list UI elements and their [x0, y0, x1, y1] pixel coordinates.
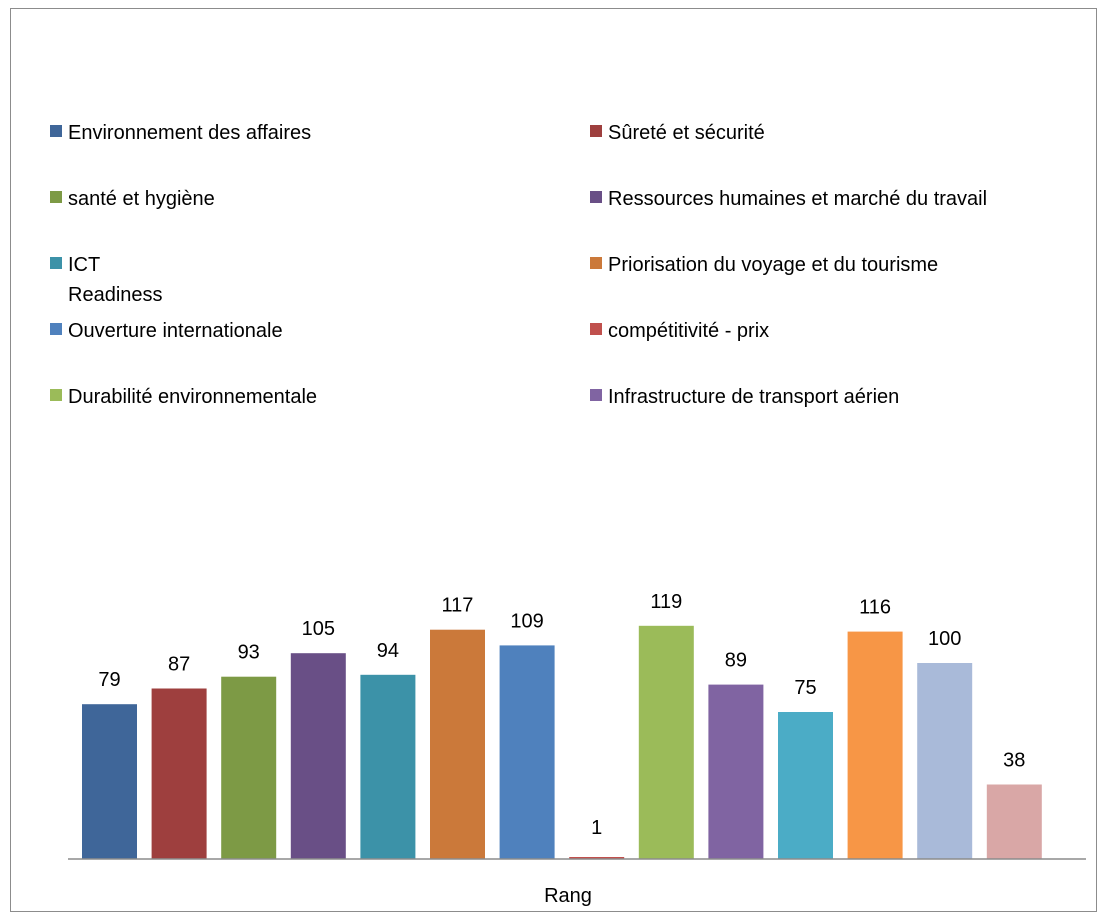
chart-frame: Environnement des affaires Sûreté et sécu…: [10, 8, 1097, 912]
legend-swatch: [50, 191, 62, 203]
legend: Environnement des affaires Sûreté et sécu…: [50, 122, 987, 408]
legend-swatch: [590, 389, 602, 401]
data-label: 119: [650, 591, 682, 613]
bar: [499, 645, 555, 859]
bars: [82, 625, 1042, 859]
bar: [847, 631, 903, 859]
legend-label: Environnement des affaires: [68, 122, 311, 144]
data-label: 117: [442, 595, 474, 617]
legend-label: Ressources humaines et marché du travail: [608, 188, 987, 210]
data-label: 94: [377, 640, 399, 662]
bar: [82, 704, 137, 859]
legend-swatch: [50, 257, 62, 269]
legend-label: Infrastructure de transport aérien: [608, 386, 899, 408]
bar-chart: Environnement des affaires Sûreté et sécu…: [50, 122, 1086, 907]
legend-swatch: [590, 125, 602, 137]
legend-swatch: [590, 191, 602, 203]
data-label: 79: [98, 669, 120, 691]
data-label: 105: [302, 618, 335, 640]
data-label: 1: [591, 817, 602, 839]
bar: [360, 674, 416, 859]
data-label: 75: [794, 677, 816, 699]
data-label: 109: [510, 610, 543, 632]
data-label: 116: [859, 597, 891, 619]
legend-label: ICT: [68, 254, 100, 276]
value-labels: 79 87 93 105 94 117 109 1 119 89 75 116 100 38: [98, 591, 1025, 839]
legend-label: santé et hygiène: [68, 188, 215, 210]
data-label: 87: [168, 654, 190, 676]
bar: [638, 625, 694, 859]
legend-label: Durabilité environnementale: [68, 386, 317, 408]
legend-label: Sûreté et sécurité: [608, 122, 765, 144]
data-label: 100: [928, 628, 961, 650]
legend-label: compétitivité - prix: [608, 320, 769, 342]
legend-label: Priorisation du voyage et du tourisme: [608, 254, 938, 276]
x-axis-title: Rang: [544, 885, 592, 907]
legend-swatch: [590, 257, 602, 269]
bar: [151, 688, 207, 859]
bar: [290, 653, 346, 859]
bar: [221, 676, 277, 859]
legend-label: Ouverture internationale: [68, 320, 283, 342]
legend-swatch: [50, 323, 62, 335]
bar: [986, 784, 1042, 859]
data-label: 89: [725, 650, 747, 672]
data-label: 38: [1003, 750, 1025, 772]
legend-label: Readiness: [68, 284, 163, 306]
legend-swatch: [50, 389, 62, 401]
legend-swatch: [50, 125, 62, 137]
bar: [917, 663, 973, 859]
legend-swatch: [590, 323, 602, 335]
bar: [430, 629, 485, 859]
bar: [569, 857, 625, 859]
bar: [778, 712, 833, 859]
bar: [708, 684, 764, 859]
data-label: 93: [238, 642, 260, 664]
